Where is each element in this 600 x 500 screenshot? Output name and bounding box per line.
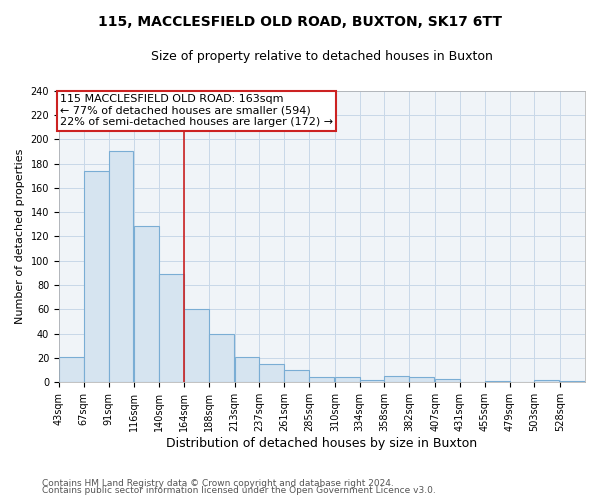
Bar [235, 357, 259, 382]
Bar [184, 310, 209, 382]
Bar [309, 378, 334, 382]
Bar [535, 380, 559, 382]
X-axis label: Distribution of detached houses by size in Buxton: Distribution of detached houses by size … [166, 437, 478, 450]
Text: Contains public sector information licensed under the Open Government Licence v3: Contains public sector information licen… [42, 486, 436, 495]
Bar [259, 364, 284, 382]
Bar [435, 378, 460, 382]
Bar [485, 381, 509, 382]
Bar [359, 380, 385, 382]
Bar [209, 334, 233, 382]
Text: 115, MACCLESFIELD OLD ROAD, BUXTON, SK17 6TT: 115, MACCLESFIELD OLD ROAD, BUXTON, SK17… [98, 15, 502, 29]
Bar [385, 376, 409, 382]
Title: Size of property relative to detached houses in Buxton: Size of property relative to detached ho… [151, 50, 493, 63]
Bar [134, 226, 159, 382]
Bar [59, 357, 84, 382]
Bar [560, 381, 585, 382]
Bar [159, 274, 184, 382]
Bar [409, 378, 434, 382]
Bar [109, 152, 133, 382]
Y-axis label: Number of detached properties: Number of detached properties [15, 149, 25, 324]
Bar [84, 171, 109, 382]
Bar [335, 378, 359, 382]
Text: Contains HM Land Registry data © Crown copyright and database right 2024.: Contains HM Land Registry data © Crown c… [42, 478, 394, 488]
Bar [284, 370, 309, 382]
Text: 115 MACCLESFIELD OLD ROAD: 163sqm
← 77% of detached houses are smaller (594)
22%: 115 MACCLESFIELD OLD ROAD: 163sqm ← 77% … [60, 94, 333, 128]
